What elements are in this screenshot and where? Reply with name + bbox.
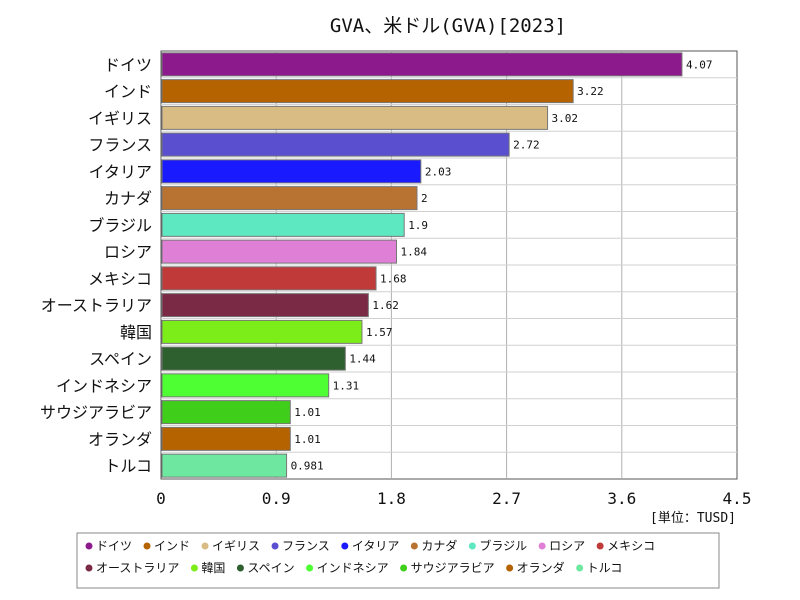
bar <box>161 239 398 264</box>
bar <box>161 400 291 425</box>
bar <box>161 212 405 237</box>
legend-label: ドイツ <box>96 539 132 553</box>
data-label: 1.68 <box>380 272 407 285</box>
legend-marker <box>236 564 244 572</box>
legend-label: オーストラリア <box>96 561 179 575</box>
bar <box>161 159 422 184</box>
data-label: 4.07 <box>686 58 713 71</box>
legend-marker <box>596 542 604 550</box>
legend-label: ブラジル <box>479 538 527 553</box>
legend-label: インドネシア <box>317 561 389 575</box>
legend-label: フランス <box>282 539 330 553</box>
category-label: オーストラリア <box>41 296 152 315</box>
legend-label: スペイン <box>247 561 294 575</box>
legend-marker <box>201 542 209 550</box>
data-label: 1.9 <box>408 219 428 232</box>
category-label: オランダ <box>88 430 152 449</box>
legend-label: イタリア <box>352 539 400 553</box>
bar <box>161 346 346 371</box>
legend-label: 韓国 <box>201 561 225 575</box>
data-label: 1.44 <box>349 353 376 366</box>
legend-label: インド <box>154 539 190 553</box>
legend-marker <box>576 564 584 572</box>
category-label: ロシア <box>104 243 152 262</box>
legend-marker <box>271 542 279 550</box>
category-label: インドネシア <box>56 376 152 395</box>
data-label: 0.981 <box>291 460 324 473</box>
x-tick-label: 2.7 <box>492 489 521 508</box>
x-tick-label: 4.5 <box>723 489 752 508</box>
legend-label: サウジアラビア <box>411 561 495 575</box>
legend-marker <box>468 542 476 550</box>
legend-marker <box>341 542 349 550</box>
x-tick-label: 0.9 <box>262 489 291 508</box>
data-label: 2.03 <box>425 165 452 178</box>
category-label: イタリア <box>89 162 152 181</box>
legend-label: トルコ <box>587 561 623 575</box>
data-label: 1.01 <box>294 433 321 446</box>
data-label: 3.22 <box>577 85 604 98</box>
bar <box>161 426 291 451</box>
category-label: スペイン <box>89 350 152 369</box>
legend-marker <box>306 564 314 572</box>
bar <box>161 52 683 77</box>
bar <box>161 319 363 344</box>
data-label: 1.62 <box>372 299 399 312</box>
data-label: 2 <box>421 192 428 205</box>
bar <box>161 186 418 211</box>
category-label: トルコ <box>104 457 152 476</box>
legend-marker <box>400 564 408 572</box>
legend-marker <box>85 564 93 572</box>
x-tick-label: 0 <box>156 489 166 508</box>
data-label: 2.72 <box>513 139 540 152</box>
bar <box>161 373 330 398</box>
bar <box>161 453 288 478</box>
category-label: 韓国 <box>120 323 152 342</box>
plot-area: 0 0.9 1.8 2.7 3.6 4.5 ドイツ 4.07 インド 3.22 イギリス 3.02 フラ… <box>40 50 752 508</box>
legend-marker <box>85 542 93 550</box>
data-label: 1.84 <box>401 246 428 259</box>
bar <box>161 105 549 130</box>
data-label: 1.01 <box>294 406 321 419</box>
legend-marker <box>410 542 418 550</box>
x-tick-label: 3.6 <box>607 489 636 508</box>
legend-frame <box>76 532 720 589</box>
legend-marker <box>190 564 198 572</box>
bar <box>161 293 369 318</box>
category-label: メキシコ <box>88 269 152 288</box>
data-label: 1.57 <box>366 326 393 339</box>
legend-label: オランダ <box>517 560 565 575</box>
legend-label: イギリス <box>212 539 260 553</box>
bar <box>161 79 574 104</box>
x-tick-label: 1.8 <box>377 489 406 508</box>
bar <box>161 132 510 157</box>
chart-title: GVA、米ドル(GVA)[2023] <box>330 15 566 37</box>
data-label: 1.31 <box>333 379 360 392</box>
legend-marker <box>506 564 514 572</box>
category-label: フランス <box>88 136 152 155</box>
bar <box>161 266 377 291</box>
legend-label: カナダ <box>421 538 457 553</box>
legend-marker <box>538 542 546 550</box>
legend-label: メキシコ <box>607 539 655 553</box>
legend-label: ロシア <box>549 539 585 553</box>
legend-marker <box>143 542 151 550</box>
category-label: ドイツ <box>104 55 152 74</box>
category-label: サウジアラビア <box>40 403 152 422</box>
category-label: イギリス <box>88 109 152 128</box>
category-label: ブラジル <box>88 216 152 235</box>
unit-label: [単位：TUSD] <box>650 510 736 526</box>
category-label: インド <box>104 82 152 101</box>
category-label: カナダ <box>104 189 152 208</box>
data-label: 3.02 <box>552 112 579 125</box>
